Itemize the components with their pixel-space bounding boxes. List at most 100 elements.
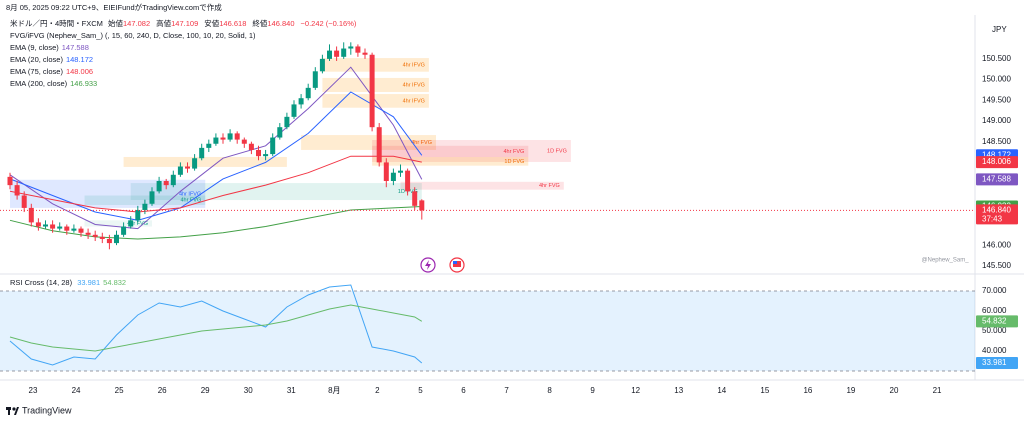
candle-body: [199, 147, 205, 159]
fvg-zone: [123, 156, 287, 167]
candle-body: [312, 71, 318, 88]
x-tick-label: 8月: [328, 386, 340, 395]
y-tick-label: 149.500: [982, 95, 1011, 104]
rsi-line: [9, 304, 423, 352]
x-tick-label: 24: [72, 386, 81, 395]
candle-body: [106, 238, 112, 244]
candle-body: [71, 228, 77, 231]
candle-body: [50, 224, 56, 229]
currency: JPY: [992, 25, 1007, 34]
candle-body: [163, 180, 169, 186]
header: 8月 05, 2025 09:22 UTC+9、EIEIFundがTrading…: [6, 3, 222, 12]
rsi-badge: [976, 357, 1018, 370]
candle-body: [192, 158, 198, 169]
candle-body: [135, 209, 141, 221]
candle-body: [305, 87, 311, 99]
candle-body: [85, 232, 91, 235]
fvg-zone: [322, 77, 429, 92]
candle-body: [248, 143, 254, 150]
ema-value: 147.588: [61, 43, 89, 52]
candle-body: [405, 170, 411, 192]
candle-body: [263, 154, 269, 157]
rsi-badge-label: 33.981: [982, 358, 1007, 367]
price-badge-label: 148.172: [982, 150, 1011, 159]
ohlc-label: 安値: [204, 19, 220, 28]
watermark: @Nephew_Sam_: [921, 258, 969, 264]
candle-body: [28, 207, 34, 223]
ema-legend-row: EMA (9, close) 147.588: [10, 43, 92, 53]
ohlc-item: 終値146.840: [252, 19, 297, 28]
candle-body: [128, 220, 134, 227]
candle-body: [64, 226, 70, 231]
x-tick-label: 25: [115, 386, 124, 395]
candle-body: [142, 203, 148, 210]
x-tick-label: 12: [631, 386, 640, 395]
rsi-tick-label: 40.000: [982, 346, 1007, 355]
fvg-label: 4hr FVG: [504, 149, 525, 155]
ema-name: EMA (9, close): [10, 43, 59, 52]
rsi-line: [9, 284, 423, 366]
candle-body: [227, 133, 233, 140]
ema-legend-row: EMA (20, close) 148.172: [10, 55, 96, 65]
ema-line: [9, 206, 422, 240]
price-badge-label: 147.588: [982, 175, 1011, 184]
y-tick-label: 145.500: [982, 261, 1011, 270]
candle-body: [234, 133, 240, 140]
ema-value: 148.172: [65, 55, 94, 64]
rsi-tick-label: 60.000: [982, 306, 1007, 315]
candle-body: [220, 137, 226, 140]
footer-brand: TradingView: [22, 405, 72, 415]
y-tick-label: 146.000: [982, 240, 1011, 249]
candle-body: [376, 127, 382, 163]
x-tick-label: 8: [547, 386, 552, 395]
ema-name: EMA (200, close): [10, 79, 68, 88]
y-tick-label: 150.000: [982, 75, 1011, 84]
rsi-tick-label: 70.000: [982, 286, 1007, 295]
x-tick-label: 13: [674, 386, 683, 395]
x-tick-label: 19: [846, 386, 855, 395]
candle-body: [7, 176, 13, 186]
candle-body: [348, 46, 354, 49]
icons: [420, 257, 465, 273]
candle-body: [369, 54, 375, 128]
candle-body: [57, 226, 63, 229]
x-tick-label: 16: [803, 386, 812, 395]
rsi-badge: [976, 315, 1018, 328]
x-tick-label: 31: [287, 386, 296, 395]
symbol: 米ドル／円・4時間・FXCM: [10, 19, 103, 28]
candle-body: [206, 143, 212, 148]
candle-body: [14, 185, 20, 196]
candle-body: [284, 116, 290, 128]
x-tick-label: 7: [504, 386, 509, 395]
candle-body: [398, 170, 403, 173]
x-tick-label: 26: [158, 386, 167, 395]
y-tick-label: 149.000: [982, 116, 1011, 125]
candle-body: [327, 50, 332, 59]
fvg-zone: [130, 183, 422, 201]
ohlc-label: 高値: [156, 19, 172, 28]
candle-body: [114, 234, 119, 244]
ohlc-item: 始値147.082: [108, 19, 153, 28]
candle-body: [277, 127, 283, 138]
footer-logo: [6, 407, 19, 415]
change: −0.242 (−0.16%): [300, 19, 357, 28]
fvg-label: 4hr IFVG: [179, 191, 201, 197]
ema-line: [9, 155, 422, 213]
fvg-label: 4hr FVG: [127, 221, 148, 227]
ema-line: [9, 66, 423, 230]
fvg-zone: [84, 220, 152, 227]
price-badge-label: 148.006: [982, 157, 1011, 166]
candle-body: [213, 137, 219, 144]
ohlc-label: 終値: [252, 19, 268, 28]
x-tick-label: 9: [590, 386, 595, 395]
candle-body: [419, 200, 425, 211]
ohlc-item: 安値146.618: [204, 19, 249, 28]
fvg-label: 1D FVG: [504, 159, 524, 165]
price-badge-label: 146.840: [982, 205, 1011, 214]
x-tick-label: 5: [418, 386, 423, 395]
rsi-band: [0, 291, 975, 371]
fvg-label: 4hr FVG: [539, 183, 560, 189]
fvg-zone: [301, 135, 436, 150]
candle-body: [121, 226, 127, 235]
